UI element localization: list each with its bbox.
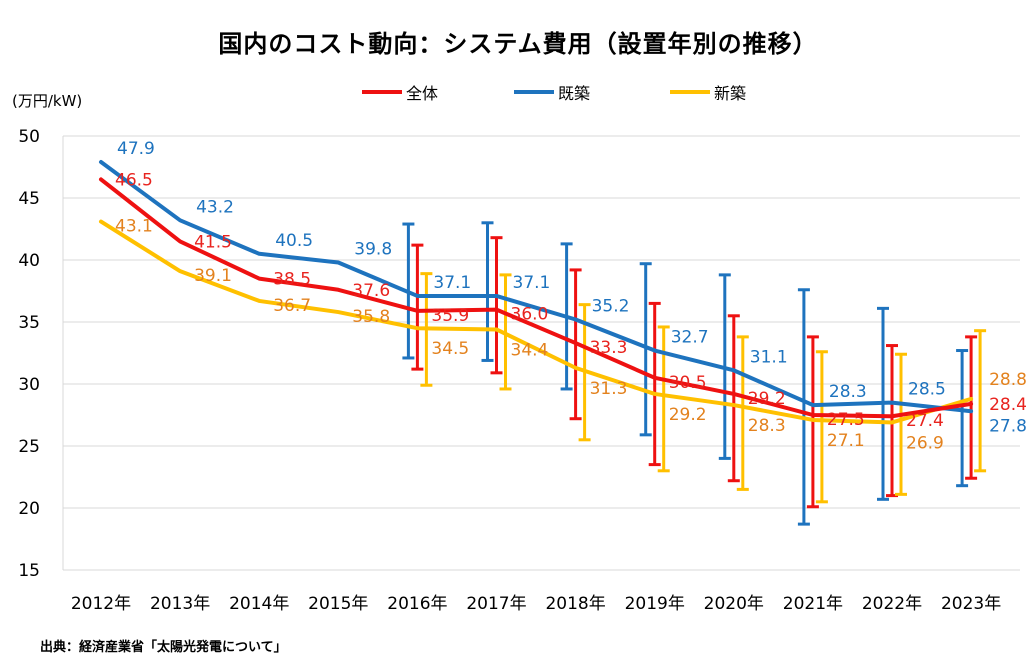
x-tick-label: 2017年	[466, 594, 526, 614]
data-label-2-5: 34.4	[511, 340, 549, 360]
data-label-1-2: 40.5	[275, 231, 313, 251]
data-label-2-0: 43.1	[115, 217, 153, 237]
data-label-1-7: 32.7	[671, 328, 709, 348]
legend-label-zentai: 全体	[406, 84, 439, 103]
series-line-2	[99, 219, 974, 425]
x-tick-label: 2022年	[862, 594, 922, 614]
data-label-1-5: 37.1	[513, 273, 551, 293]
data-label-2-10: 26.9	[906, 433, 944, 453]
data-label-1-3: 39.8	[354, 239, 392, 259]
data-label-1-6: 35.2	[592, 297, 630, 317]
data-label-1-4: 37.1	[433, 273, 471, 293]
data-label-0-9: 27.5	[827, 410, 865, 430]
data-label-0-6: 33.3	[590, 338, 628, 358]
x-tick-label: 2016年	[387, 594, 447, 614]
data-label-2-7: 29.2	[669, 405, 707, 425]
legend-swatch-shinchiku	[670, 90, 710, 94]
data-label-0-5: 36.0	[511, 305, 549, 325]
data-label-2-9: 27.1	[827, 431, 865, 451]
data-label-1-1: 43.2	[196, 197, 234, 217]
data-label-0-11: 28.4	[989, 395, 1027, 415]
data-label-1-10: 28.5	[908, 380, 946, 400]
series-line-1	[99, 160, 974, 414]
y-tick-label: 35	[18, 313, 40, 333]
x-tick-label: 2019年	[625, 594, 685, 614]
x-tick-label: 2023年	[941, 594, 1001, 614]
data-label-0-3: 37.6	[352, 281, 390, 301]
data-label-0-1: 41.5	[194, 232, 232, 252]
data-label-2-6: 31.3	[590, 379, 628, 399]
source-note: 出典：経済産業省「太陽光発電について」	[40, 640, 287, 655]
x-tick-label: 2021年	[783, 594, 843, 614]
x-tick-label: 2015年	[308, 594, 368, 614]
data-label-1-11: 27.8	[989, 416, 1027, 436]
data-label-0-2: 38.5	[273, 270, 311, 290]
data-label-2-3: 35.8	[352, 307, 390, 327]
legend-label-shinchiku: 新築	[714, 84, 747, 103]
data-label-0-8: 29.2	[748, 389, 786, 409]
legend-item-zentai: 全体	[362, 80, 438, 104]
legend-swatch-kichiku	[514, 90, 554, 94]
y-tick-label: 50	[18, 127, 40, 147]
data-label-1-8: 31.1	[750, 347, 788, 367]
chart-legend: 全体 既築 新築	[0, 80, 1036, 104]
data-label-2-8: 28.3	[748, 416, 786, 436]
x-tick-label: 2013年	[150, 594, 210, 614]
label-layer: 46.5 41.5 38.5 37.6 35.9 36.0 33.3 30.5 29.2 27.5…	[115, 139, 1027, 453]
x-tick-label: 2014年	[229, 594, 289, 614]
legend-item-kichiku: 既築	[514, 80, 590, 104]
x-tick-label: 2012年	[71, 594, 131, 614]
x-tick-label: 2020年	[704, 594, 764, 614]
data-label-2-1: 39.1	[194, 266, 232, 286]
y-tick-label: 30	[18, 375, 40, 395]
series-line-0	[99, 177, 974, 419]
data-label-2-2: 36.7	[273, 296, 311, 316]
y-axis-unit-label: (万円/kW)	[12, 92, 83, 110]
data-label-1-9: 28.3	[829, 382, 867, 402]
line-layer	[99, 160, 974, 425]
y-tick-label: 40	[18, 251, 40, 271]
data-label-2-11: 28.8	[989, 370, 1027, 390]
x-tick-label: 2018年	[545, 594, 605, 614]
data-label-0-4: 35.9	[431, 306, 469, 326]
data-label-0-10: 27.4	[906, 411, 944, 431]
y-tick-label: 20	[18, 499, 40, 519]
data-label-0-7: 30.5	[669, 373, 707, 393]
chart-title: 国内のコスト動向：システム費用（設置年別の推移）	[218, 30, 818, 58]
y-tick-label: 45	[18, 189, 40, 209]
legend-swatch-zentai	[362, 90, 402, 94]
legend-label-kichiku: 既築	[558, 84, 591, 103]
data-label-0-0: 46.5	[115, 170, 153, 190]
y-tick-label: 25	[18, 437, 40, 457]
y-tick-label: 15	[18, 561, 40, 581]
legend-item-shinchiku: 新築	[670, 80, 746, 104]
data-label-1-0: 47.9	[117, 139, 155, 159]
axis-layer: 15 20 25 30 35 40 45 50 2012年 2013年 2014年 2015年 2016…	[18, 127, 1020, 614]
data-label-2-4: 34.5	[431, 339, 469, 359]
